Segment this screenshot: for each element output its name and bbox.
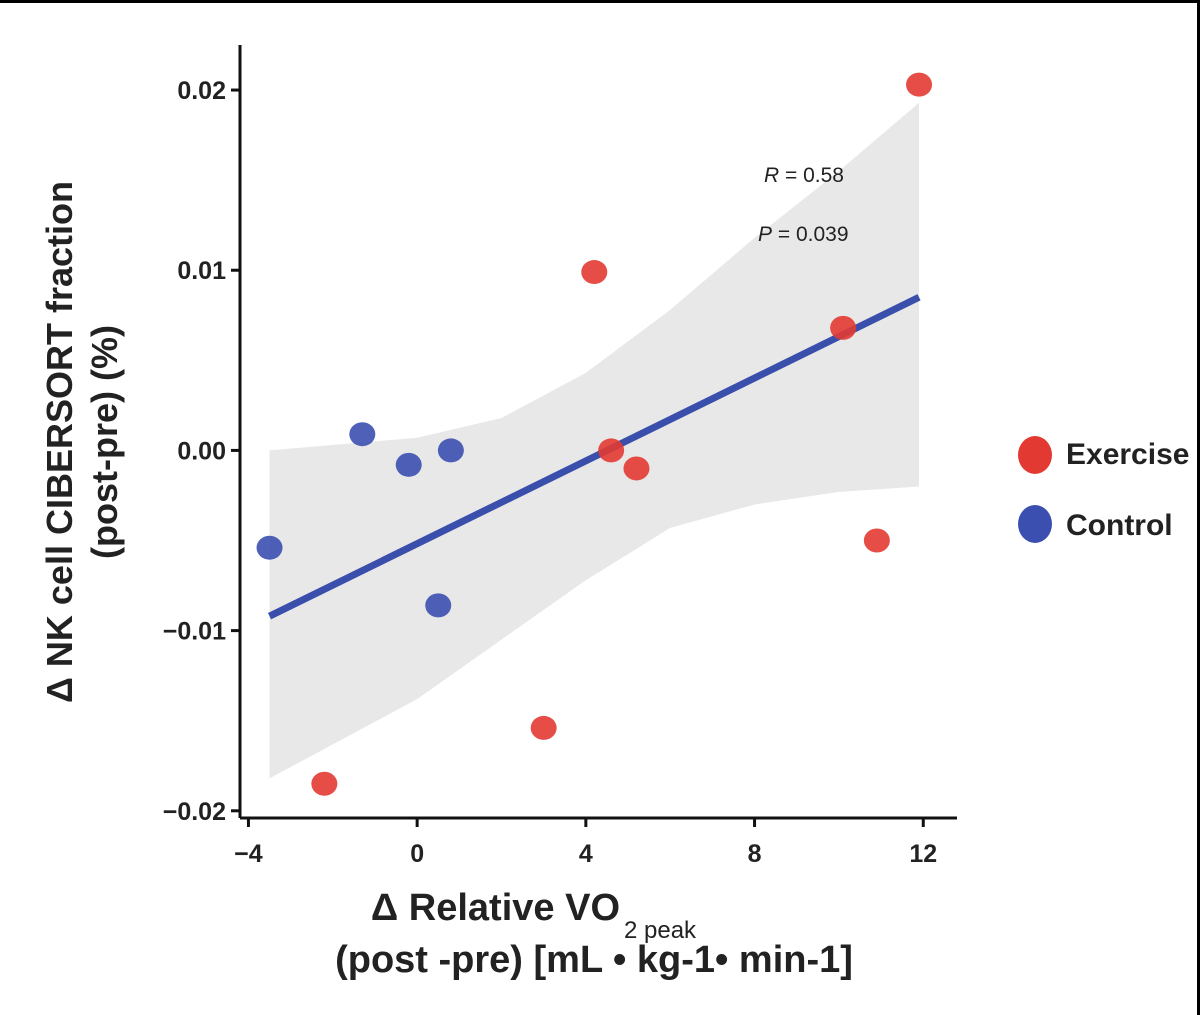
- data-point-exercise: [906, 72, 933, 97]
- legend-marker-exercise: [1018, 436, 1052, 474]
- y-axis-title-line2: (post-pre) (%): [84, 325, 125, 559]
- p-annotation: P = 0.039: [758, 223, 849, 246]
- image-top-border: [0, 0, 1200, 3]
- x-axis-title-subscript: 2 peak: [624, 917, 697, 944]
- data-point-exercise: [830, 315, 857, 340]
- legend-label-control: Control: [1066, 509, 1173, 542]
- data-point-control: [425, 593, 452, 618]
- y-tick-label: −0.01: [163, 618, 226, 646]
- y-tick-label: 0.02: [177, 77, 226, 105]
- regression-line: [267, 294, 921, 620]
- data-point-exercise: [863, 528, 890, 553]
- data-point-exercise: [598, 438, 625, 463]
- y-tick-label: 0.00: [177, 437, 226, 465]
- r-annotation: R = 0.58: [764, 164, 844, 187]
- x-tick-label: 8: [748, 840, 762, 868]
- x-axis-title-line2: (post -pre) [mL • kg-1• min-1]: [335, 939, 853, 981]
- legend-marker-control: [1018, 505, 1052, 543]
- data-point-control: [349, 422, 376, 447]
- x-tick-label: 4: [579, 840, 593, 868]
- data-point-control: [437, 438, 464, 463]
- y-tick-label: −0.02: [163, 798, 226, 826]
- data-point-control: [256, 535, 283, 560]
- legend-label-exercise: Exercise: [1066, 438, 1189, 471]
- x-axis-title: Δ Relative VO: [371, 887, 620, 929]
- data-point-exercise: [623, 456, 650, 481]
- x-tick-label: −4: [234, 840, 263, 868]
- y-tick-label: 0.01: [177, 257, 226, 285]
- y-axis-title: Δ NK cell CIBERSORT fraction: [39, 181, 80, 703]
- data-point-control: [395, 452, 422, 477]
- data-point-exercise: [530, 715, 557, 740]
- data-point-exercise: [311, 771, 338, 796]
- legend: Exercise Control: [1018, 436, 1189, 543]
- x-tick-label: 0: [410, 840, 424, 868]
- data-point-exercise: [581, 260, 608, 285]
- image-right-border: [1197, 0, 1200, 1015]
- x-tick-label: 12: [909, 840, 937, 868]
